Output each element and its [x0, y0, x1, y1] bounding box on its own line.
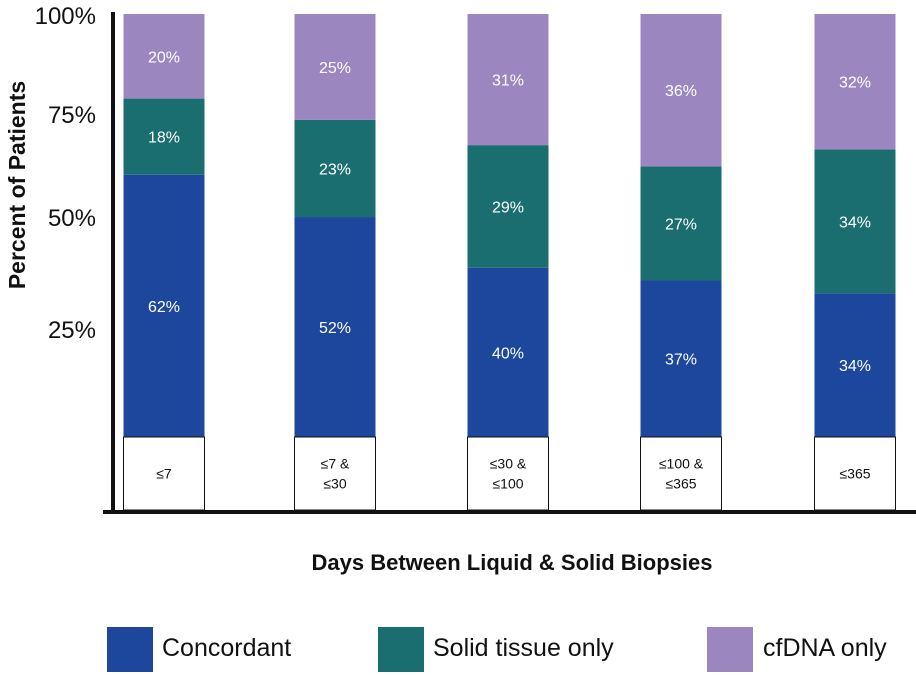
legend-label: Concordant	[162, 634, 291, 662]
category-label: ≤30	[323, 476, 346, 492]
bar-segment-solid-tissue-only	[640, 166, 722, 281]
data-label: 18%	[148, 130, 180, 147]
x-axis-title: Days Between Liquid & Solid Biopsies	[312, 550, 713, 575]
legend-label: cfDNA only	[763, 634, 887, 662]
bar-segment-concordant	[814, 293, 896, 437]
bar-segment-cfdna-only	[123, 14, 205, 99]
y-axis-title: Percent of Patients	[4, 81, 30, 289]
legend-swatch	[707, 627, 753, 672]
bar-segment-cfdna-only	[814, 14, 896, 150]
legend-label: Solid tissue only	[433, 634, 614, 662]
data-label: 25%	[319, 60, 351, 77]
category-label: ≤7 &	[321, 456, 350, 472]
category-label: ≤365	[665, 476, 696, 492]
y-tick-label: 25%	[48, 317, 96, 344]
bar-segment-solid-tissue-only	[814, 149, 896, 294]
legend-swatch	[107, 627, 153, 672]
y-tick-label: 100%	[35, 3, 96, 30]
bars-layer: 62% 18% 20% ≤7 52% 23% 25% ≤7 & ≤30 40% 29% 31% ≤30 …	[123, 14, 896, 511]
bar-segment-cfdna-only	[294, 14, 376, 120]
data-label: 52%	[319, 320, 351, 337]
bar-segment-solid-tissue-only	[294, 119, 376, 218]
bar-segment-concordant	[294, 217, 376, 437]
legend: Concordant Solid tissue only cfDNA only	[107, 627, 887, 672]
data-label: 32%	[839, 75, 871, 92]
data-label: 62%	[148, 299, 180, 316]
legend-swatch	[378, 627, 424, 672]
data-label: 27%	[665, 216, 697, 233]
bar-segment-solid-tissue-only	[123, 98, 205, 175]
data-label: 20%	[148, 49, 180, 66]
bar-segment-solid-tissue-only	[467, 145, 549, 268]
category-box	[467, 436, 549, 511]
y-tick-label: 50%	[48, 205, 96, 232]
data-label: 23%	[319, 161, 351, 178]
category-label: ≤100 &	[659, 456, 704, 472]
bar-segment-cfdna-only	[467, 14, 549, 146]
category-box	[123, 436, 205, 511]
y-tick-label: 75%	[48, 102, 96, 129]
category-label: ≤100	[492, 476, 523, 492]
category-box	[294, 436, 376, 511]
data-label: 40%	[492, 345, 524, 362]
category-box	[814, 436, 896, 511]
category-label: ≤365	[839, 466, 870, 482]
data-label: 31%	[492, 73, 524, 90]
category-box	[640, 436, 722, 511]
data-label: 36%	[665, 83, 697, 100]
bar-segment-cfdna-only	[640, 14, 722, 167]
y-ticks: 25% 50% 75% 100%	[35, 3, 96, 344]
category-label: ≤7	[156, 466, 172, 482]
bar-segment-concordant	[467, 267, 549, 437]
data-label: 29%	[492, 199, 524, 216]
bar-segment-concordant	[640, 280, 722, 437]
bar-segment-concordant	[123, 174, 205, 438]
data-label: 34%	[839, 358, 871, 375]
data-label: 37%	[665, 352, 697, 369]
category-label: ≤30 &	[490, 456, 527, 472]
data-label: 34%	[839, 214, 871, 231]
